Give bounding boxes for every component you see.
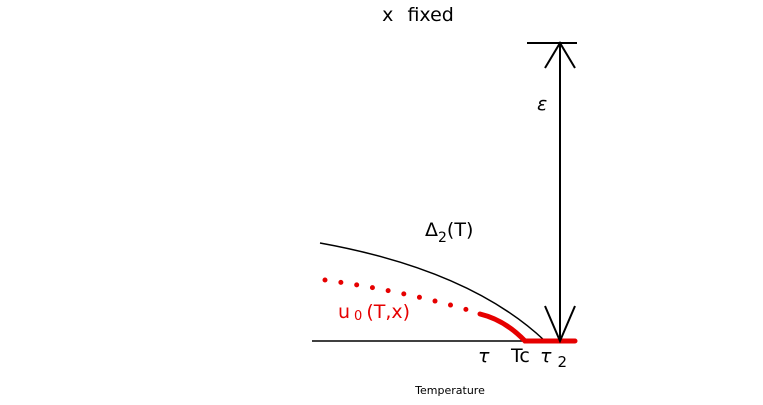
arrow-head-bottom [544,305,576,344]
delta-rest: (T) [447,219,473,241]
delta-curve [319,242,546,342]
x-axis-label: Temperature [414,384,485,397]
u-main: u [338,301,350,323]
tc-label: Tc [510,345,530,367]
delta-label: Δ2(T) [425,219,473,246]
tau2-sub: 2 [557,353,567,371]
delta-main: Δ [425,219,438,241]
delta-sub: 2 [438,230,447,246]
title: x fixed [382,4,454,26]
arrow-head-top [544,41,576,69]
tau2-main: τ [540,345,552,367]
u-rest: (T,x) [366,301,410,323]
u-dotted-curve [322,277,481,316]
epsilon-label: ε [537,93,547,115]
u-sub: 0 [354,309,362,324]
u-label: u 0 (T,x) [338,301,410,324]
u-solid-curve [477,311,578,344]
tau-label: τ [478,345,490,367]
